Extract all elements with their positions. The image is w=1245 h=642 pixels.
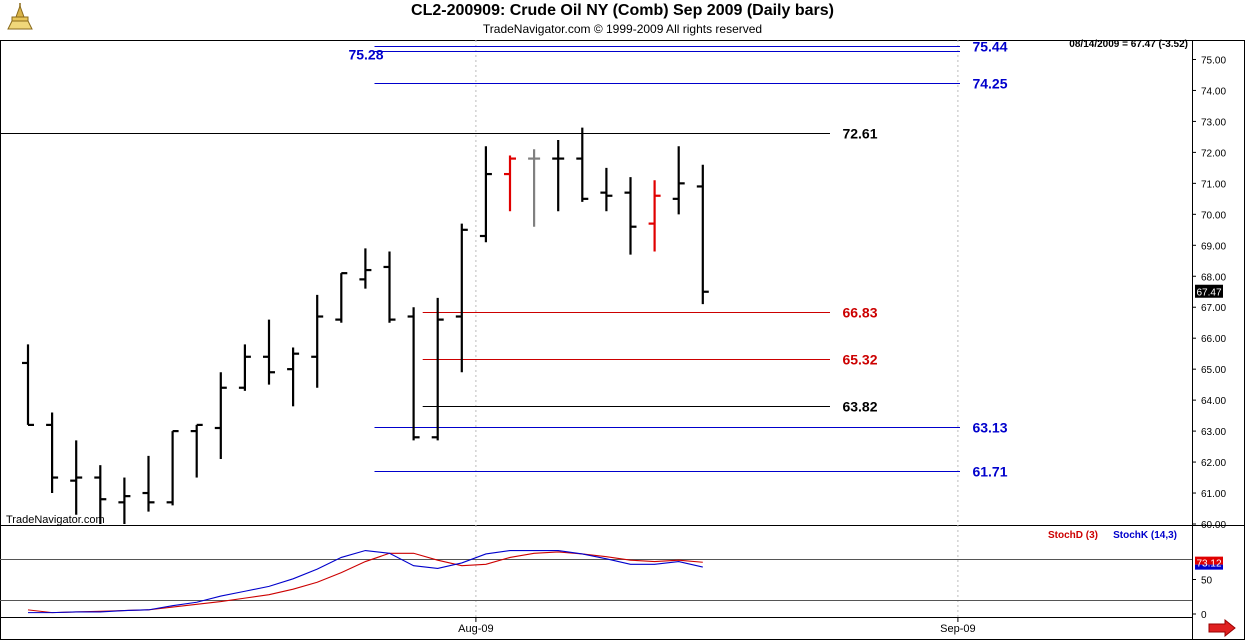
- current-price-label: 67.47: [1196, 288, 1221, 299]
- level-label: 74.25: [972, 76, 1007, 92]
- y-tick-label: 62.00: [1201, 458, 1226, 469]
- y-tick-label: 72.00: [1201, 148, 1226, 159]
- level-label: 72.61: [842, 126, 877, 142]
- ohlc-bar: [335, 272, 348, 323]
- level-label: 63.13: [972, 420, 1007, 436]
- ohlc-bar: [696, 164, 709, 305]
- watermark: TradeNavigator.com: [6, 514, 105, 526]
- y-tick-label: 60.00: [1201, 520, 1226, 531]
- y-tick-label: 73.00: [1201, 117, 1226, 128]
- stochd-line: [27, 551, 703, 614]
- ohlc-bar: [263, 319, 275, 385]
- ohlc-bar: [238, 344, 251, 391]
- level-label: 75.28: [348, 47, 383, 63]
- level-label: 61.71: [972, 464, 1007, 480]
- ohlc-bar: [528, 149, 541, 227]
- stochk-legend: StochK (14,3): [1113, 530, 1177, 541]
- y-tick-label: 75.00: [1201, 55, 1226, 66]
- level-label: 65.32: [842, 352, 877, 368]
- chart-title: CL2-200909: Crude Oil NY (Comb) Sep 2009…: [411, 2, 834, 19]
- ohlc-bar: [22, 344, 34, 427]
- ohlc-bar: [504, 155, 516, 212]
- ohlc-bar: [359, 248, 372, 289]
- ohlc-bar: [431, 297, 444, 441]
- stoch-badge-bottom: [1195, 564, 1223, 570]
- x-tick-label: Aug-09: [458, 623, 493, 635]
- ohlc-bar: [311, 294, 324, 388]
- ohlc-bar: [46, 412, 59, 494]
- stoch-tick-label: 0: [1201, 610, 1207, 621]
- y-tick-label: 68.00: [1201, 272, 1226, 283]
- ohlc-bar: [600, 167, 613, 212]
- ohlc-bar: [214, 372, 227, 459]
- stochd-legend: StochD (3): [1048, 530, 1098, 541]
- ohlc-bar: [479, 146, 492, 243]
- ohlc-bar: [648, 180, 661, 252]
- y-tick-label: 70.00: [1201, 210, 1226, 221]
- ohlc-bar: [552, 140, 565, 212]
- level-label: 63.82: [842, 399, 877, 415]
- ohlc-bar: [70, 440, 83, 515]
- ohlc-bar: [672, 146, 685, 215]
- ohlc-bar: [407, 307, 420, 441]
- y-tick-label: 67.00: [1201, 303, 1226, 314]
- stoch-current-label: 73.12: [1196, 559, 1221, 570]
- current-price-badge: [1195, 284, 1223, 298]
- level-label: 66.83: [842, 305, 877, 321]
- ohlc-bar: [287, 347, 300, 407]
- y-tick-label: 63.00: [1201, 427, 1226, 438]
- ohlc-bar: [576, 127, 589, 202]
- ohlc-bar: [142, 455, 155, 512]
- y-tick-label: 74.00: [1201, 86, 1226, 97]
- scroll-right-arrow-icon[interactable]: [1207, 618, 1237, 642]
- y-tick-label: 65.00: [1201, 365, 1226, 376]
- y-tick-label: 64.00: [1201, 396, 1226, 407]
- chart-subtitle: TradeNavigator.com © 1999-2009 All right…: [482, 22, 763, 36]
- ohlc-bar: [94, 465, 107, 524]
- tradenavigator-logo-icon: [4, 3, 36, 33]
- ohlc-bar: [455, 223, 468, 373]
- y-tick-label: 69.00: [1201, 241, 1226, 252]
- stochk-line: [28, 549, 703, 614]
- ohlc-bar: [190, 423, 203, 478]
- ohlc-bar: [383, 251, 396, 323]
- ohlc-bar: [624, 177, 637, 255]
- y-tick-label: 71.00: [1201, 179, 1226, 190]
- stoch-badge-top: [1195, 556, 1223, 565]
- stoch-tick-label: 50: [1201, 576, 1213, 587]
- ohlc-bar: [118, 477, 131, 524]
- y-tick-label: 61.00: [1201, 489, 1226, 500]
- level-label: 75.44: [972, 39, 1007, 55]
- y-tick-label: 66.00: [1201, 334, 1226, 345]
- chart-frame: [0, 40, 1245, 640]
- last-value-note: 08/14/2009 = 67.47 (-3.52): [1069, 39, 1188, 50]
- ohlc-bar: [166, 429, 179, 506]
- x-tick-label: Sep-09: [940, 623, 975, 635]
